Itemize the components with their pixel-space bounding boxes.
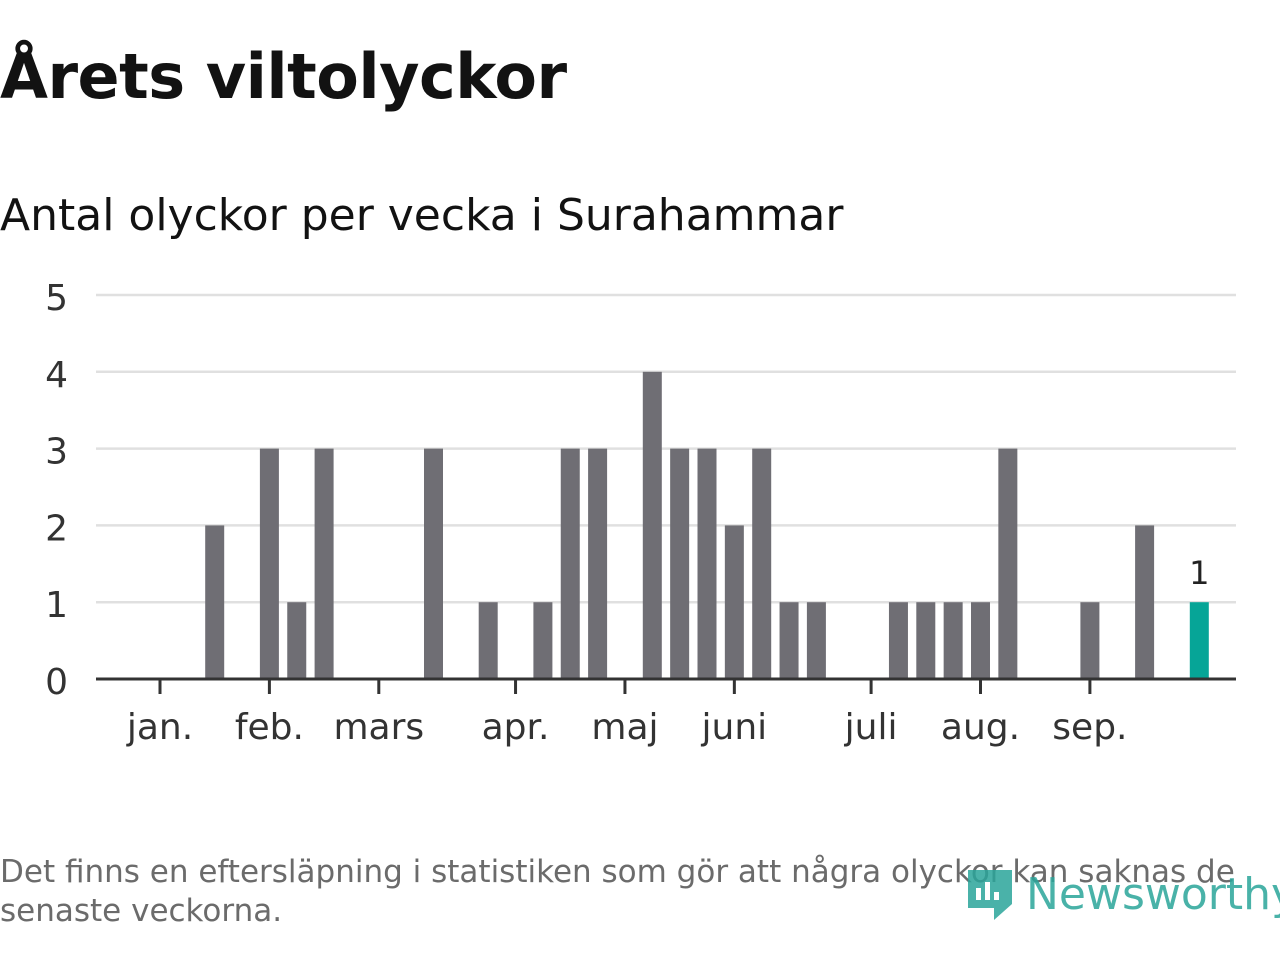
bar [670, 448, 690, 679]
x-ticks: jan. feb. mars apr. maj juni juli aug. sep. [126, 679, 1128, 748]
bar [424, 448, 443, 679]
x-tick-label: feb. [235, 707, 304, 748]
annotation: 1 [1189, 554, 1209, 592]
y-tick-label: 0 [45, 662, 68, 703]
y-tick-label: 3 [45, 432, 68, 473]
bar [697, 448, 717, 679]
logo-text: Newsworthy [1026, 868, 1280, 920]
bar [533, 602, 553, 679]
bar [916, 602, 936, 679]
bar [752, 448, 772, 679]
bar [478, 602, 498, 679]
bar [287, 602, 307, 679]
bar [205, 525, 225, 679]
x-tick-label: aug. [941, 707, 1020, 748]
footnote: Det finns en eftersläpning i statistiken… [0, 854, 1235, 929]
newsworthy-icon [968, 870, 1012, 920]
x-tick-label: juni [701, 707, 768, 748]
bar [806, 602, 826, 679]
bars [205, 371, 1209, 679]
bar [971, 602, 990, 679]
bar [779, 602, 799, 679]
bar [642, 371, 662, 679]
bar-chart: 0 1 2 3 4 5 jan. feb. mars apr. maj juni juli aug. se… [45, 278, 1236, 748]
x-tick-label: juli [844, 707, 898, 748]
x-tick-label: jan. [126, 707, 193, 748]
bar [998, 448, 1018, 679]
y-tick-label: 4 [45, 355, 68, 396]
bar [1135, 525, 1155, 679]
x-tick-label: sep. [1052, 707, 1127, 748]
bar-highlight [1189, 602, 1209, 679]
x-tick-label: apr. [482, 707, 550, 748]
bar [943, 602, 963, 679]
bar-value-label: 1 [1189, 554, 1209, 592]
bar [259, 448, 279, 679]
y-tick-label: 5 [45, 278, 68, 319]
grid-lines [96, 293, 1236, 604]
x-tick-label: mars [333, 707, 424, 748]
chart-title: Årets viltolyckor [0, 40, 567, 113]
bar [888, 602, 908, 679]
bar [560, 448, 580, 679]
bar [314, 448, 334, 679]
y-tick-label: 2 [45, 508, 68, 549]
x-tick-label: maj [591, 707, 658, 748]
chart-subtitle: Antal olyckor per vecka i Surahammar [0, 190, 844, 241]
newsworthy-logo: Newsworthy [964, 862, 1280, 926]
y-tick-label: 1 [45, 585, 68, 626]
bar [588, 448, 608, 679]
bar [1080, 602, 1100, 679]
bar [724, 525, 744, 679]
y-tick-labels: 0 1 2 3 4 5 [45, 278, 68, 703]
